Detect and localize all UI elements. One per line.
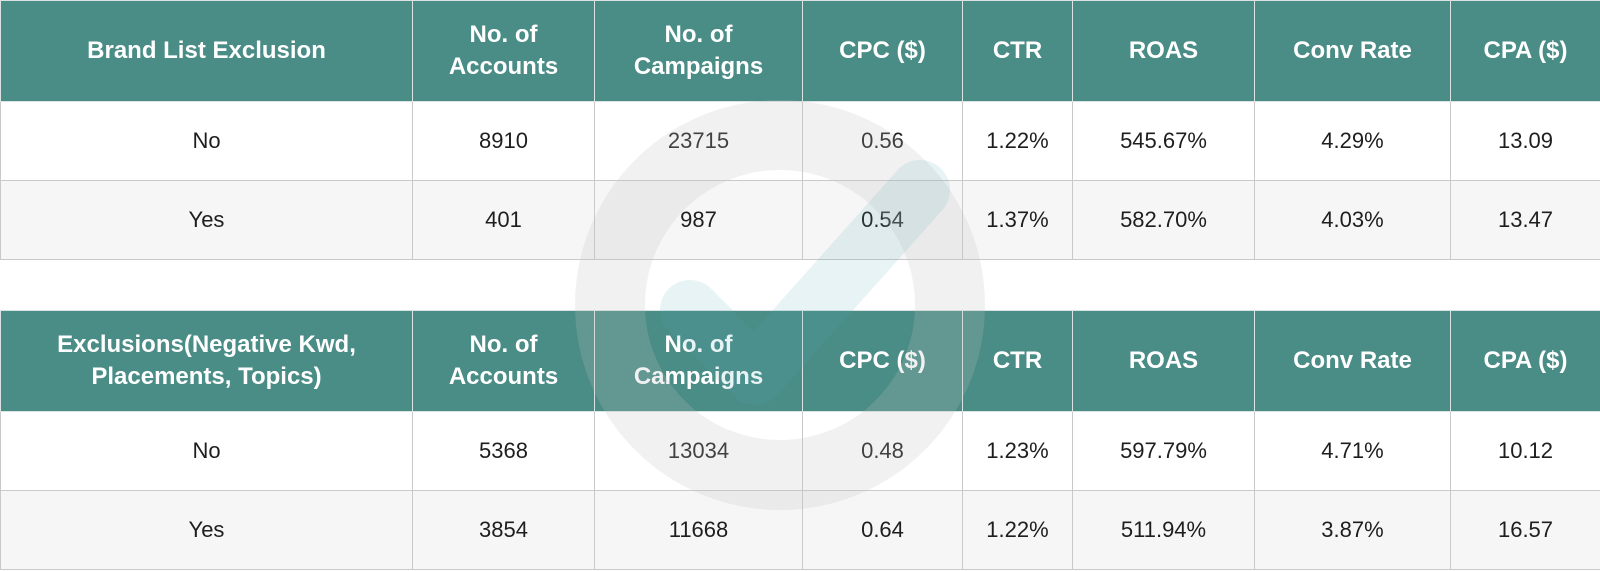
cell-accounts: 3854 xyxy=(412,490,595,570)
header-no-of-campaigns: No. of Campaigns xyxy=(594,0,803,102)
cell-campaigns: 23715 xyxy=(594,101,803,181)
header-no-of-accounts: No. of Accounts xyxy=(412,0,595,102)
cell-conv-rate: 4.03% xyxy=(1254,180,1451,260)
header-brand-list-exclusion: Brand List Exclusion xyxy=(0,0,413,102)
header-roas: ROAS xyxy=(1072,310,1255,412)
header-cpa: CPA ($) xyxy=(1450,0,1600,102)
header-exclusions: Exclusions(Negative Kwd, Placements, Top… xyxy=(0,310,413,412)
cell-cpc: 0.54 xyxy=(802,180,963,260)
cell-cpc: 0.64 xyxy=(802,490,963,570)
cell-conv-rate: 3.87% xyxy=(1254,490,1451,570)
exclusions-table: Exclusions(Negative Kwd, Placements, Top… xyxy=(0,310,1600,570)
header-no-of-accounts: No. of Accounts xyxy=(412,310,595,412)
cell-exclusion: No xyxy=(0,411,413,491)
header-row: Brand List Exclusion No. of Accounts No.… xyxy=(0,0,1600,102)
header-cpc: CPC ($) xyxy=(802,310,963,412)
header-no-of-campaigns: No. of Campaigns xyxy=(594,310,803,412)
cell-campaigns: 11668 xyxy=(594,490,803,570)
cell-conv-rate: 4.71% xyxy=(1254,411,1451,491)
header-cpc: CPC ($) xyxy=(802,0,963,102)
brand-list-exclusion-table: Brand List Exclusion No. of Accounts No.… xyxy=(0,0,1600,260)
header-roas: ROAS xyxy=(1072,0,1255,102)
cell-cpa: 10.12 xyxy=(1450,411,1600,491)
table-row: No 5368 13034 0.48 1.23% 597.79% 4.71% 1… xyxy=(0,411,1600,491)
cell-exclusion: Yes xyxy=(0,180,413,260)
table-row: No 8910 23715 0.56 1.22% 545.67% 4.29% 1… xyxy=(0,101,1600,181)
cell-campaigns: 987 xyxy=(594,180,803,260)
cell-accounts: 8910 xyxy=(412,101,595,181)
cell-roas: 582.70% xyxy=(1072,180,1255,260)
cell-roas: 545.67% xyxy=(1072,101,1255,181)
cell-conv-rate: 4.29% xyxy=(1254,101,1451,181)
cell-roas: 511.94% xyxy=(1072,490,1255,570)
cell-campaigns: 13034 xyxy=(594,411,803,491)
cell-roas: 597.79% xyxy=(1072,411,1255,491)
cell-cpc: 0.56 xyxy=(802,101,963,181)
header-conv-rate: Conv Rate xyxy=(1254,310,1451,412)
cell-cpc: 0.48 xyxy=(802,411,963,491)
header-ctr: CTR xyxy=(962,310,1073,412)
cell-ctr: 1.22% xyxy=(962,490,1073,570)
data-table: Exclusions(Negative Kwd, Placements, Top… xyxy=(0,310,1600,570)
header-cpa: CPA ($) xyxy=(1450,310,1600,412)
cell-ctr: 1.23% xyxy=(962,411,1073,491)
cell-ctr: 1.37% xyxy=(962,180,1073,260)
header-conv-rate: Conv Rate xyxy=(1254,0,1451,102)
cell-ctr: 1.22% xyxy=(962,101,1073,181)
cell-accounts: 5368 xyxy=(412,411,595,491)
table-row: Yes 401 987 0.54 1.37% 582.70% 4.03% 13.… xyxy=(0,180,1600,260)
header-row: Exclusions(Negative Kwd, Placements, Top… xyxy=(0,310,1600,412)
cell-cpa: 13.47 xyxy=(1450,180,1600,260)
cell-cpa: 16.57 xyxy=(1450,490,1600,570)
cell-accounts: 401 xyxy=(412,180,595,260)
table-row: Yes 3854 11668 0.64 1.22% 511.94% 3.87% … xyxy=(0,490,1600,570)
data-table: Brand List Exclusion No. of Accounts No.… xyxy=(0,0,1600,260)
cell-exclusion: No xyxy=(0,101,413,181)
cell-exclusion: Yes xyxy=(0,490,413,570)
cell-cpa: 13.09 xyxy=(1450,101,1600,181)
header-ctr: CTR xyxy=(962,0,1073,102)
